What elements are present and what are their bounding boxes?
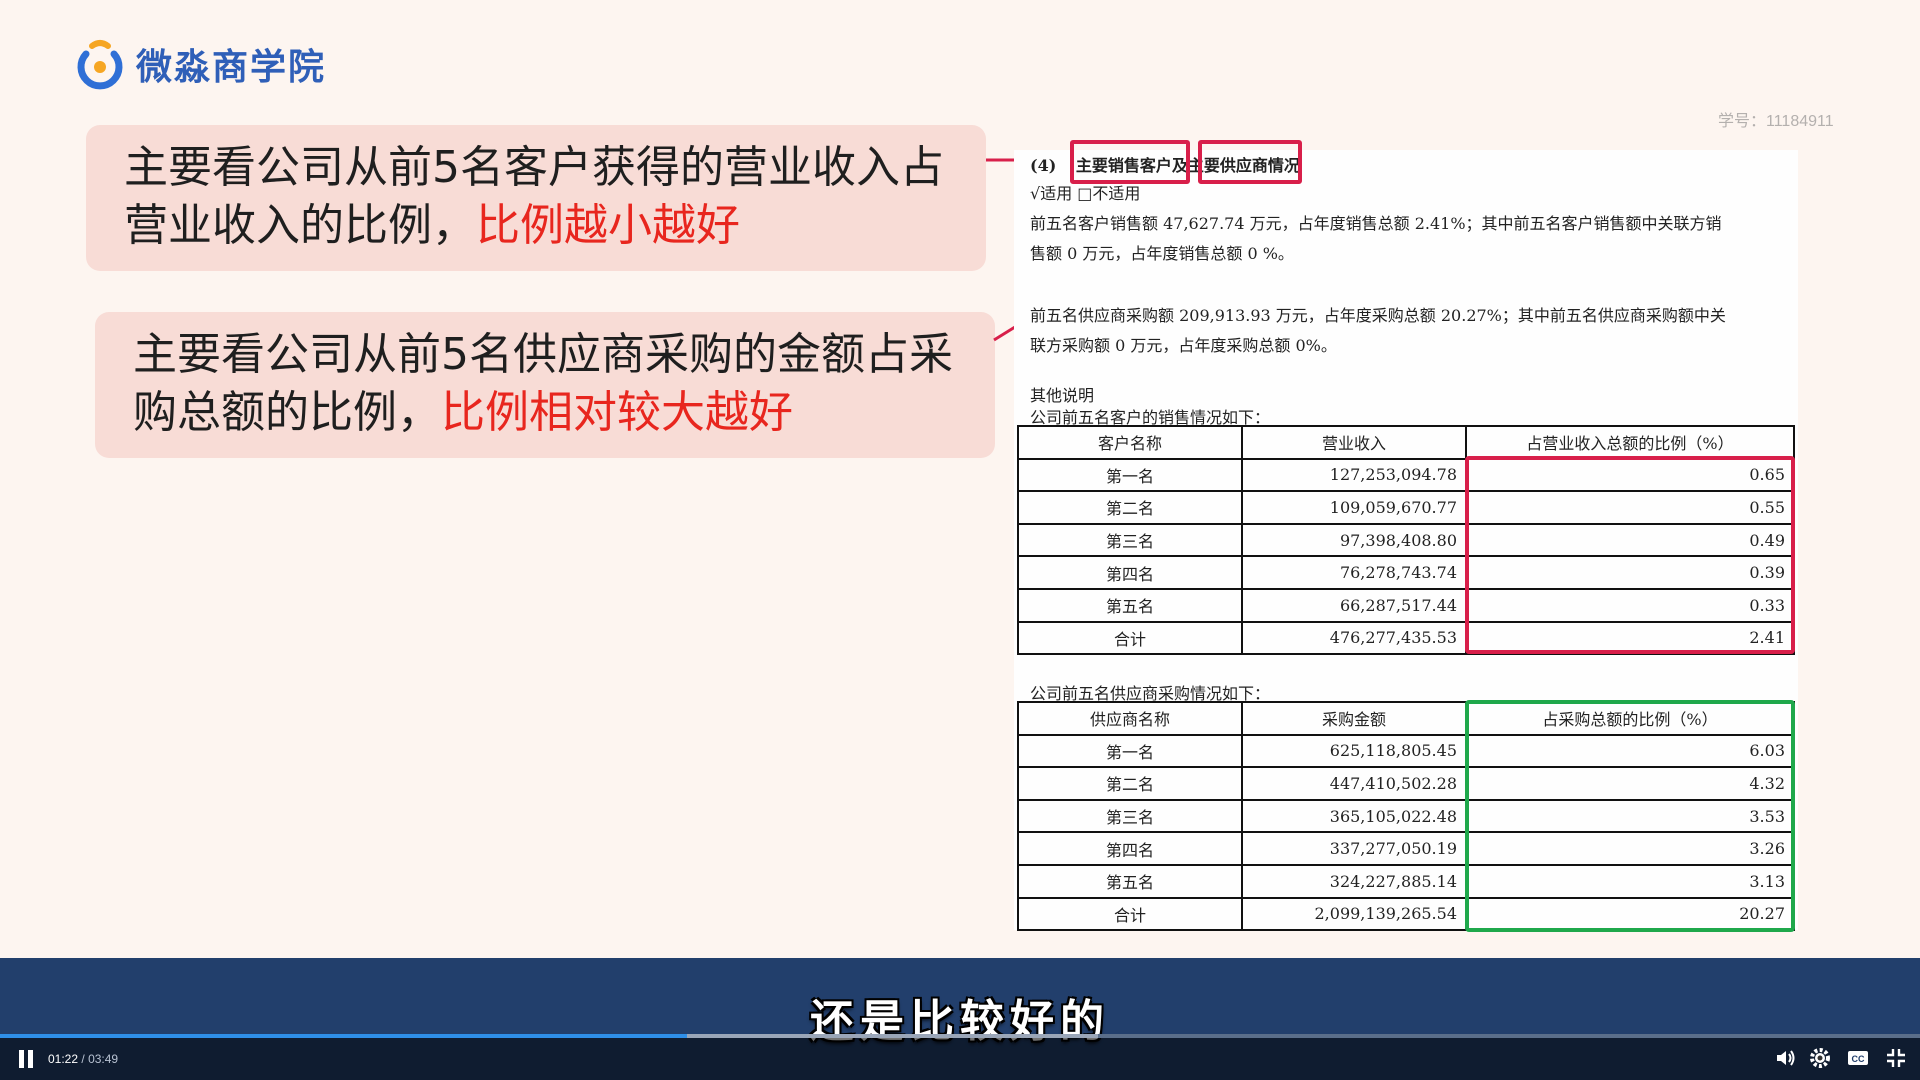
supplier-ratio-highlight	[1465, 700, 1795, 932]
supplier-summary: 前五名供应商采购额 209,913.93 万元，占年度采购总额 20.27%；其…	[1030, 306, 1726, 325]
brand-name: 微淼商学院	[136, 47, 327, 88]
table-row: 第三名 365,105,022.48 3.53	[1017, 798, 1795, 834]
column-header: 供应商名称	[1017, 701, 1243, 736]
annual-report-excerpt: (4) 主要销售客户及主要供应商情况 √适用 □不适用 前五名客户销售额 47,…	[1014, 140, 1798, 932]
callout-text: 主要看公司从前5名供应商采购的金额占采购总额的比例，	[133, 329, 953, 438]
supplier-heading-highlight	[1198, 140, 1302, 184]
exit-fullscreen-icon[interactable]	[1884, 1046, 1908, 1070]
student-id-label: 学号：11184911	[1718, 113, 1834, 130]
other-notes-heading: 其他说明	[1030, 386, 1095, 405]
table-row: 第四名 337,277,050.19 3.26	[1017, 831, 1795, 866]
current-time: 01:22	[48, 1052, 79, 1066]
customer-heading-highlight	[1070, 140, 1190, 184]
table-row: 第一名 127,253,094.78 0.65	[1017, 457, 1795, 493]
time-display: 01:22 / 03:49	[48, 1052, 119, 1066]
supplier-purchase-table: 供应商名称 采购金额 占采购总额的比例（%） 第一名 625,118,805.45…	[1017, 701, 1795, 932]
callout-highlight: 比例相对较大越好	[441, 387, 793, 438]
table-row: 第五名 324,227,885.14 3.13	[1017, 863, 1795, 899]
brand-logo: 微淼商学院	[74, 38, 326, 90]
column-header: 占营业收入总额的比例（%）	[1465, 425, 1795, 460]
table-row: 第四名 76,278,743.74 0.39	[1017, 555, 1795, 590]
table-row: 第三名 97,398,408.80 0.49	[1017, 522, 1795, 558]
customer-table-title: 公司前五名客户的销售情况如下：	[1030, 408, 1271, 427]
applicability-line: √适用 □不适用	[1030, 184, 1141, 203]
section-heading: (4) 主要销售客户及主要供应商情况	[1030, 156, 1300, 175]
customer-summary: 售额 0 万元，占年度销售总额 0 %。	[1030, 244, 1294, 263]
callout-highlight: 比例越小越好	[476, 200, 740, 251]
customer-callout: 主要看公司从前5名客户获得的营业收入占营业收入的比例，比例越小越好	[86, 125, 986, 271]
table-row: 第一名 625,118,805.45 6.03	[1017, 733, 1795, 769]
column-header: 采购金额	[1241, 701, 1467, 736]
brand-logo-icon	[74, 38, 126, 90]
supplier-callout: 主要看公司从前5名供应商采购的金额占采购总额的比例，比例相对较大越好	[95, 312, 995, 458]
subtitles-icon[interactable]: CC	[1846, 1046, 1870, 1070]
customer-ratio-highlight	[1465, 456, 1795, 654]
table-row: 合计 476,277,435.53 2.41	[1017, 620, 1795, 656]
duration: 03:49	[88, 1052, 119, 1066]
column-header: 客户名称	[1017, 425, 1243, 460]
customer-summary: 前五名客户销售额 47,627.74 万元，占年度销售总额 2.41%；其中前五…	[1030, 214, 1722, 233]
table-header-row: 供应商名称 采购金额 占采购总额的比例（%）	[1017, 701, 1795, 736]
callout-text: 主要看公司从前5名客户获得的营业收入占营业收入的比例，	[124, 142, 944, 251]
volume-icon[interactable]	[1774, 1046, 1798, 1070]
progress-played	[0, 1034, 688, 1038]
svg-text:CC: CC	[1852, 1054, 1865, 1064]
table-row: 第五名 66,287,517.44 0.33	[1017, 587, 1795, 623]
progress-bar[interactable]	[0, 1034, 1920, 1038]
supplier-summary: 联方采购额 0 万元，占年度采购总额 0%。	[1030, 336, 1337, 355]
table-row: 第二名 447,410,502.28 4.32	[1017, 766, 1795, 801]
table-row: 第二名 109,059,670.77 0.55	[1017, 490, 1795, 525]
settings-icon[interactable]	[1808, 1046, 1832, 1070]
pause-icon[interactable]	[18, 1050, 36, 1068]
supplier-table-title: 公司前五名供应商采购情况如下：	[1030, 684, 1271, 703]
customer-sales-table: 客户名称 营业收入 占营业收入总额的比例（%） 第一名 127,253,094.7…	[1017, 425, 1795, 656]
video-controls: 01:22 / 03:49 CC	[0, 1034, 1920, 1080]
column-header: 营业收入	[1241, 425, 1467, 460]
table-header-row: 客户名称 营业收入 占营业收入总额的比例（%）	[1017, 425, 1795, 460]
